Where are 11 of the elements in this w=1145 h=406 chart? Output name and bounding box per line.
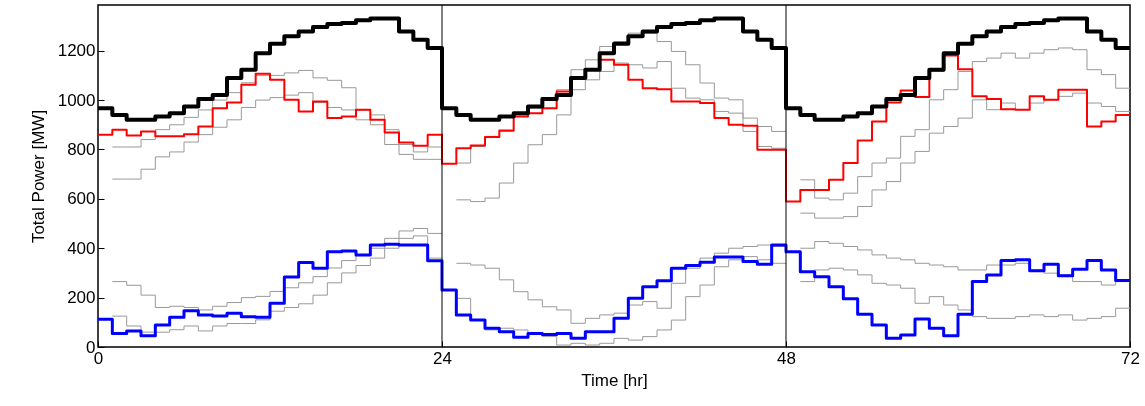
y-tick-label: 600 [67,189,96,209]
x-tick-label: 48 [777,348,796,368]
y-tick-label: 200 [67,288,96,308]
y-tick-label: 1000 [57,90,96,110]
x-tick-label: 24 [433,348,452,368]
x-tick-label: 72 [1121,348,1140,368]
y-tick-label: 1200 [57,41,96,61]
x-axis-title: Time [hr] [581,370,648,390]
y-tick-label: 400 [67,238,96,258]
y-tick-label: 800 [67,139,96,159]
y-axis-title: Total Power [MW] [28,109,48,244]
